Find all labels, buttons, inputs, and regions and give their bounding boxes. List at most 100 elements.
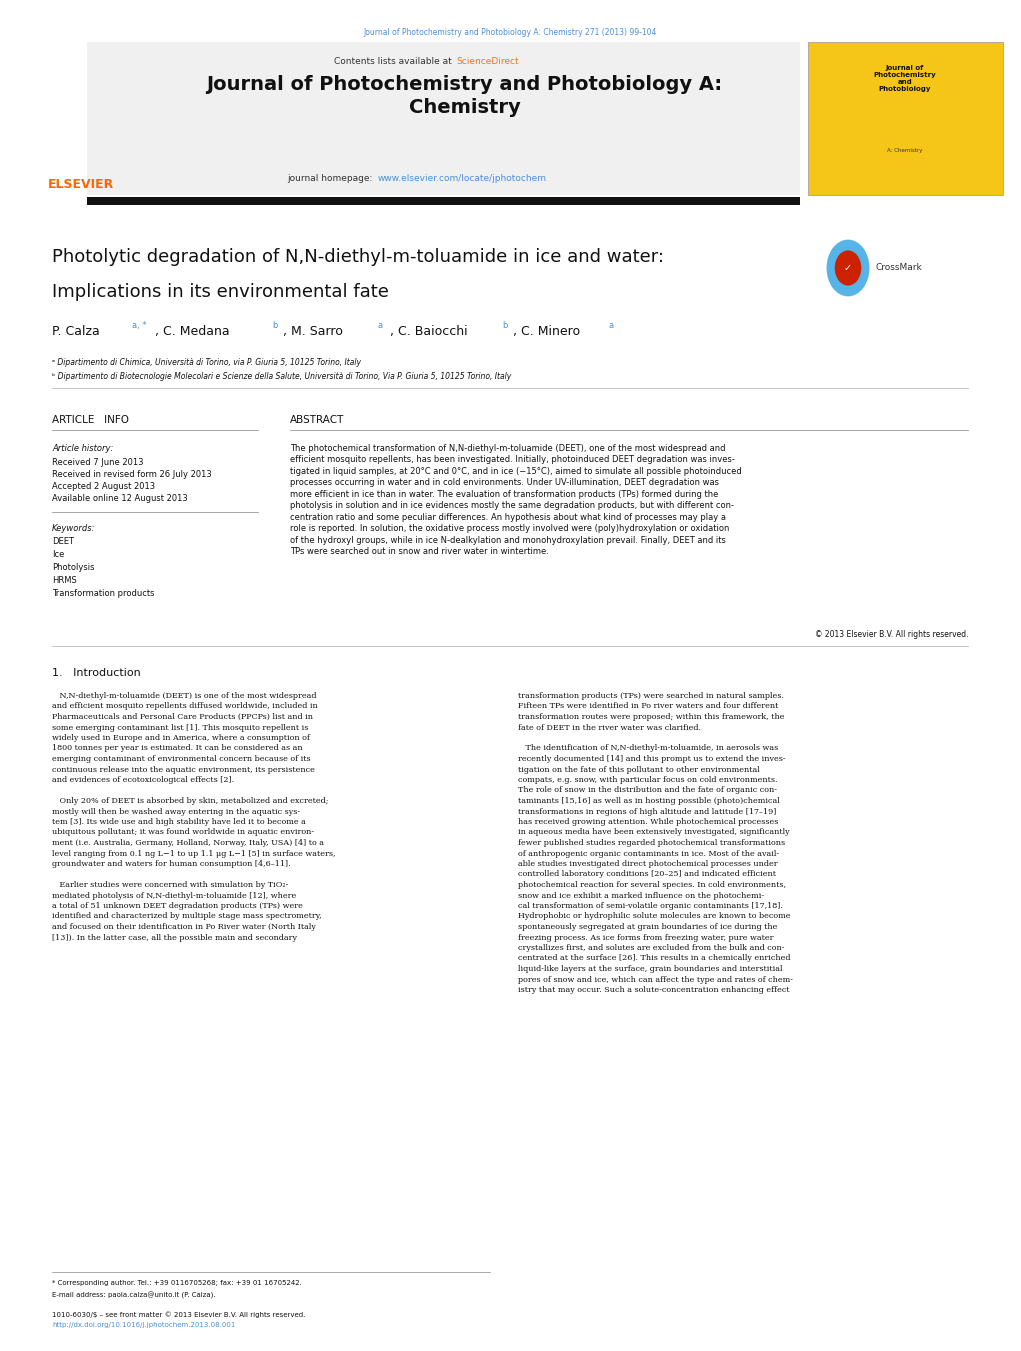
- Text: ✓: ✓: [844, 263, 853, 273]
- Text: a, *: a, *: [132, 322, 147, 330]
- Text: centration ratio and some peculiar differences. An hypothesis about what kind of: centration ratio and some peculiar diffe…: [290, 513, 726, 521]
- Text: 1.   Introduction: 1. Introduction: [52, 667, 141, 678]
- Text: N,N-diethyl-m-toluamide (DEET) is one of the most widespread: N,N-diethyl-m-toluamide (DEET) is one of…: [52, 692, 317, 700]
- Text: widely used in Europe and in America, where a consumption of: widely used in Europe and in America, wh…: [52, 734, 310, 742]
- Text: CrossMark: CrossMark: [876, 263, 922, 273]
- Text: compats, e.g. snow, with particular focus on cold environments.: compats, e.g. snow, with particular focu…: [518, 775, 778, 784]
- Text: Journal of
Photochemistry
and
Photobiology: Journal of Photochemistry and Photobiolo…: [874, 65, 936, 92]
- Text: DEET: DEET: [52, 536, 74, 546]
- Text: ARTICLE   INFO: ARTICLE INFO: [52, 415, 129, 426]
- Text: snow and ice exhibit a marked influence on the photochemi-: snow and ice exhibit a marked influence …: [518, 892, 764, 900]
- Text: pores of snow and ice, which can affect the type and rates of chem-: pores of snow and ice, which can affect …: [518, 975, 793, 984]
- Text: controlled laboratory conditions [20–25] and indicated efficient: controlled laboratory conditions [20–25]…: [518, 870, 776, 878]
- Text: mostly will then be washed away entering in the aquatic sys-: mostly will then be washed away entering…: [52, 808, 300, 816]
- Text: Hydrophobic or hydrophilic solute molecules are known to become: Hydrophobic or hydrophilic solute molecu…: [518, 912, 790, 920]
- Text: ubiquitous pollutant; it was found worldwide in aquatic environ-: ubiquitous pollutant; it was found world…: [52, 828, 314, 836]
- Text: transformation products (TPs) were searched in natural samples.: transformation products (TPs) were searc…: [518, 692, 784, 700]
- Text: Fifteen TPs were identified in Po river waters and four different: Fifteen TPs were identified in Po river …: [518, 703, 778, 711]
- Text: liquid-like layers at the surface, grain boundaries and interstitial: liquid-like layers at the surface, grain…: [518, 965, 782, 973]
- Text: HRMS: HRMS: [52, 576, 77, 585]
- Text: taminants [15,16] as well as in hosting possible (photo)chemical: taminants [15,16] as well as in hosting …: [518, 797, 780, 805]
- Text: © 2013 Elsevier B.V. All rights reserved.: © 2013 Elsevier B.V. All rights reserved…: [815, 630, 968, 639]
- Text: The photochemical transformation of N,N-diethyl-m-toluamide (DEET), one of the m: The photochemical transformation of N,N-…: [290, 444, 726, 453]
- Text: processes occurring in water and in cold environments. Under UV-illumination, DE: processes occurring in water and in cold…: [290, 478, 719, 488]
- Text: Photolysis: Photolysis: [52, 563, 95, 571]
- Text: The role of snow in the distribution and the fate of organic con-: The role of snow in the distribution and…: [518, 786, 777, 794]
- Text: www.elsevier.com/locate/jphotochem: www.elsevier.com/locate/jphotochem: [378, 174, 547, 182]
- Text: ᵇ Dipartimento di Biotecnologie Molecolari e Scienze della Salute, Università di: ᵇ Dipartimento di Biotecnologie Molecola…: [52, 372, 512, 381]
- Text: Journal of Photochemistry and Photobiology A:
Chemistry: Journal of Photochemistry and Photobiolo…: [206, 76, 723, 116]
- Text: tigation on the fate of this pollutant to other environmental: tigation on the fate of this pollutant t…: [518, 766, 760, 774]
- Bar: [87, 42, 800, 195]
- Text: ABSTRACT: ABSTRACT: [290, 415, 344, 426]
- Text: Received in revised form 26 July 2013: Received in revised form 26 July 2013: [52, 470, 211, 480]
- Text: b: b: [272, 322, 278, 330]
- Text: freezing process. As ice forms from freezing water, pure water: freezing process. As ice forms from free…: [518, 934, 774, 942]
- Text: of anthropogenic organic contaminants in ice. Most of the avail-: of anthropogenic organic contaminants in…: [518, 850, 779, 858]
- Text: Available online 12 August 2013: Available online 12 August 2013: [52, 494, 188, 503]
- Text: The identification of N,N-diethyl-m-toluamide, in aerosols was: The identification of N,N-diethyl-m-tolu…: [518, 744, 778, 753]
- Text: spontaneously segregated at grain boundaries of ice during the: spontaneously segregated at grain bounda…: [518, 923, 777, 931]
- Circle shape: [827, 239, 870, 296]
- Text: a: a: [378, 322, 383, 330]
- Text: Ice: Ice: [52, 550, 64, 559]
- Text: ᵃ Dipartimento di Chimica, Università di Torino, via P. Giuria 5, 10125 Torino, : ᵃ Dipartimento di Chimica, Università di…: [52, 358, 361, 367]
- Text: has received growing attention. While photochemical processes: has received growing attention. While ph…: [518, 817, 778, 825]
- Text: Only 20% of DEET is absorbed by skin, metabolized and excreted;: Only 20% of DEET is absorbed by skin, me…: [52, 797, 329, 805]
- Text: centrated at the surface [26]. This results in a chemically enriched: centrated at the surface [26]. This resu…: [518, 955, 790, 962]
- Text: photochemical reaction for several species. In cold environments,: photochemical reaction for several speci…: [518, 881, 786, 889]
- Text: istry that may occur. Such a solute-concentration enhancing effect: istry that may occur. Such a solute-conc…: [518, 986, 789, 994]
- Text: a: a: [607, 322, 614, 330]
- Text: TPs were searched out in snow and river water in wintertime.: TPs were searched out in snow and river …: [290, 547, 549, 557]
- Text: Accepted 2 August 2013: Accepted 2 August 2013: [52, 482, 155, 490]
- Text: , C. Medana: , C. Medana: [155, 326, 230, 338]
- Text: more efficient in ice than in water. The evaluation of transformation products (: more efficient in ice than in water. The…: [290, 490, 719, 499]
- Text: tigated in liquid samples, at 20°C and 0°C, and in ice (−15°C), aimed to simulat: tigated in liquid samples, at 20°C and 0…: [290, 467, 741, 476]
- Text: and evidences of ecotoxicological effects [2].: and evidences of ecotoxicological effect…: [52, 775, 234, 784]
- Text: identified and characterized by multiple stage mass spectrometry,: identified and characterized by multiple…: [52, 912, 322, 920]
- Bar: [87, 197, 800, 205]
- Text: fewer published studies regarded photochemical transformations: fewer published studies regarded photoch…: [518, 839, 785, 847]
- Text: Article history:: Article history:: [52, 444, 113, 453]
- Text: role is reported. In solution, the oxidative process mostly involved were (poly): role is reported. In solution, the oxida…: [290, 524, 729, 534]
- Text: emerging contaminant of environmental concern because of its: emerging contaminant of environmental co…: [52, 755, 310, 763]
- Circle shape: [835, 250, 862, 285]
- Text: Earlier studies were concerned with simulation by TiO₂-: Earlier studies were concerned with simu…: [52, 881, 288, 889]
- Text: Transformation products: Transformation products: [52, 589, 154, 598]
- Text: [13]). In the latter case, all the possible main and secondary: [13]). In the latter case, all the possi…: [52, 934, 297, 942]
- Text: efficient mosquito repellents, has been investigated. Initially, photoinduced DE: efficient mosquito repellents, has been …: [290, 455, 735, 465]
- Text: Photolytic degradation of N,N-diethyl-m-toluamide in ice and water:: Photolytic degradation of N,N-diethyl-m-…: [52, 249, 664, 266]
- Text: photolysis in solution and in ice evidences mostly the same degradation products: photolysis in solution and in ice eviden…: [290, 501, 734, 511]
- Text: P. Calza: P. Calza: [52, 326, 100, 338]
- Text: * Corresponding author. Tel.: +39 0116705268; fax: +39 01 16705242.: * Corresponding author. Tel.: +39 011670…: [52, 1279, 302, 1286]
- Text: a total of 51 unknown DEET degradation products (TPs) were: a total of 51 unknown DEET degradation p…: [52, 902, 303, 911]
- Bar: [808, 42, 1003, 195]
- Text: Journal of Photochemistry and Photobiology A: Chemistry 271 (2013) 99-104: Journal of Photochemistry and Photobiolo…: [363, 28, 658, 36]
- Text: Implications in its environmental fate: Implications in its environmental fate: [52, 282, 389, 301]
- Text: recently documented [14] and this prompt us to extend the inves-: recently documented [14] and this prompt…: [518, 755, 785, 763]
- Text: http://dx.doi.org/10.1016/j.jphotochem.2013.08.001: http://dx.doi.org/10.1016/j.jphotochem.2…: [52, 1323, 236, 1328]
- Text: continuous release into the aquatic environment, its persistence: continuous release into the aquatic envi…: [52, 766, 314, 774]
- Text: level ranging from 0.1 ng L−1 to up 1.1 μg L−1 [5] in surface waters,: level ranging from 0.1 ng L−1 to up 1.1 …: [52, 850, 336, 858]
- Text: , C. Minero: , C. Minero: [513, 326, 580, 338]
- Text: cal transformation of semi-volatile organic contaminants [17,18].: cal transformation of semi-volatile orga…: [518, 902, 783, 911]
- Text: Keywords:: Keywords:: [52, 524, 96, 534]
- Text: E-mail address: paola.calza@unito.it (P. Calza).: E-mail address: paola.calza@unito.it (P.…: [52, 1292, 215, 1300]
- Text: mediated photolysis of N,N-diethyl-m-toluamide [12], where: mediated photolysis of N,N-diethyl-m-tol…: [52, 892, 296, 900]
- Text: ment (i.e. Australia, Germany, Holland, Norway, Italy, USA) [4] to a: ment (i.e. Australia, Germany, Holland, …: [52, 839, 324, 847]
- Text: some emerging contaminant list [1]. This mosquito repellent is: some emerging contaminant list [1]. This…: [52, 724, 308, 731]
- Text: ScienceDirect: ScienceDirect: [456, 57, 519, 66]
- Text: Received 7 June 2013: Received 7 June 2013: [52, 458, 144, 467]
- Text: , M. Sarro: , M. Sarro: [283, 326, 343, 338]
- Text: in aqueous media have been extensively investigated, significantly: in aqueous media have been extensively i…: [518, 828, 789, 836]
- Text: , C. Baiocchi: , C. Baiocchi: [390, 326, 468, 338]
- Text: journal homepage:: journal homepage:: [288, 174, 376, 182]
- Text: transformation routes were proposed; within this framework, the: transformation routes were proposed; wit…: [518, 713, 784, 721]
- Text: of the hydroxyl groups, while in ice N-dealkylation and monohydroxylation prevai: of the hydroxyl groups, while in ice N-d…: [290, 536, 726, 544]
- Text: A: Chemistry: A: Chemistry: [887, 149, 923, 153]
- Text: and efficient mosquito repellents diffused worldwide, included in: and efficient mosquito repellents diffus…: [52, 703, 318, 711]
- Text: crystallizes first, and solutes are excluded from the bulk and con-: crystallizes first, and solutes are excl…: [518, 944, 784, 952]
- Text: b: b: [502, 322, 507, 330]
- Text: Contents lists available at: Contents lists available at: [334, 57, 454, 66]
- Text: 1010-6030/$ – see front matter © 2013 Elsevier B.V. All rights reserved.: 1010-6030/$ – see front matter © 2013 El…: [52, 1310, 305, 1317]
